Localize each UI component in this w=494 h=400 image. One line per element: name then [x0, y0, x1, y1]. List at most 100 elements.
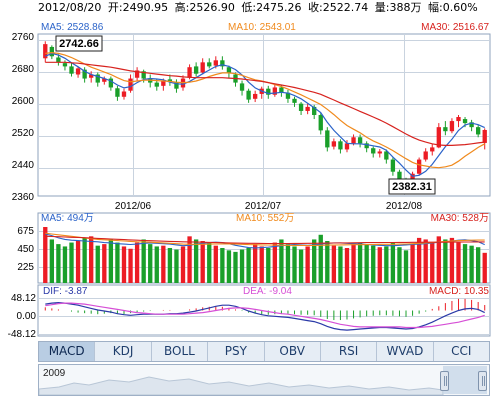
candle-body	[193, 66, 199, 74]
macd-value-legend: MACD: 10.35	[429, 286, 489, 297]
volume-bar	[134, 242, 140, 283]
close-value: 2522.74	[323, 1, 369, 14]
tab-psy[interactable]: PSY	[208, 342, 265, 361]
tab-macd[interactable]: MACD	[39, 342, 96, 361]
volume-bar	[318, 234, 323, 283]
volume-bar	[252, 244, 258, 283]
candle-body	[115, 88, 120, 97]
volume-bar	[148, 244, 153, 283]
candle-body	[239, 83, 245, 91]
tab-obv[interactable]: OBV	[265, 342, 321, 361]
candle-body	[384, 151, 389, 160]
main-ma30-line	[45, 61, 485, 146]
volume-bar	[108, 239, 114, 283]
volume-bar	[259, 246, 264, 283]
candle-body	[220, 60, 225, 67]
volume-bar	[305, 246, 310, 283]
candle-body	[200, 62, 205, 73]
candle-body	[82, 69, 87, 79]
volume-bar	[174, 249, 179, 283]
volume-bar	[371, 245, 376, 283]
volume-y-tick: 675	[17, 226, 34, 237]
volume-bar	[266, 248, 271, 283]
volume-bar	[338, 246, 343, 283]
candle-body	[430, 147, 435, 152]
tab-wvad[interactable]: WVAD	[377, 342, 434, 361]
volume-ma10-legend: MA10: 552万	[236, 213, 294, 224]
volume-bar	[351, 244, 356, 283]
volume-bar	[128, 248, 133, 283]
volume-ma30-line	[45, 235, 485, 245]
volume-bar	[102, 244, 107, 283]
volume-bar	[246, 248, 251, 283]
volume-bar	[49, 239, 55, 283]
change-label: 幅:	[428, 1, 443, 14]
main-x-label: 2012/08	[386, 201, 423, 212]
volume-ma5-line	[45, 233, 485, 249]
volume-ma30-legend: MA30: 528万	[431, 213, 489, 224]
volume-bar	[325, 241, 330, 283]
tab-cci[interactable]: CCI	[451, 344, 472, 358]
volume-bar	[357, 242, 363, 283]
main-y-tick: 2760	[12, 32, 35, 43]
open-value: 2490.95	[123, 1, 169, 14]
volume-bar	[397, 247, 402, 283]
volume-bar	[436, 236, 441, 283]
main-x-label: 2012/06	[115, 201, 152, 212]
candle-body	[62, 63, 68, 67]
volume-bar	[239, 249, 245, 283]
high-value: 2526.90	[189, 1, 235, 14]
candle-body	[161, 80, 166, 86]
volume-bar	[200, 241, 205, 283]
volume-bar	[233, 251, 238, 283]
low-label: 低:	[241, 1, 256, 14]
candle-body	[443, 127, 448, 132]
candle-body	[462, 119, 468, 124]
volume-bar	[423, 239, 428, 283]
indicator-tabs: MACD KDJ BOLL PSY OBV RSI WVAD CCI	[38, 341, 490, 362]
navigator-right-handle[interactable]	[478, 371, 487, 391]
tab-boll[interactable]: BOLL	[152, 342, 209, 361]
close-label: 收:	[308, 0, 323, 14]
volume-bar	[285, 244, 291, 283]
time-navigator[interactable]: 2009	[38, 364, 490, 396]
main-y-tick: 2520	[12, 128, 35, 139]
candle-body	[49, 46, 55, 57]
volume-bar	[89, 236, 94, 283]
candle-body	[141, 71, 146, 79]
candle-body	[292, 98, 297, 103]
candle-body	[423, 151, 428, 160]
candle-body	[338, 141, 343, 150]
volume-bar	[121, 246, 127, 283]
volume-bar	[272, 242, 278, 283]
quote-header: 2012/08/20 开:2490.95 高:2526.90 低:2475.26…	[38, 0, 478, 14]
volume-label: 量:	[375, 1, 390, 14]
macd-dif-line	[45, 301, 485, 331]
candle-body	[416, 159, 422, 174]
volume-bar	[167, 248, 173, 283]
tab-rsi[interactable]: RSI	[321, 342, 378, 361]
volume-bar	[344, 248, 350, 283]
volume-ma5-legend: MA5: 494万	[41, 213, 94, 224]
candle-body	[128, 78, 133, 91]
candle-body	[121, 91, 127, 97]
min-price-value: 2382.31	[392, 181, 432, 193]
volume-bar	[154, 246, 159, 283]
main-ma5-line	[45, 52, 485, 177]
volume-y-tick: 225	[17, 262, 34, 273]
tab-kdj[interactable]: KDJ	[95, 342, 152, 361]
volume-bar	[430, 242, 435, 283]
volume-bar	[449, 237, 455, 283]
candle-body	[351, 137, 356, 144]
main-y-tick: 2600	[12, 96, 35, 107]
volume-bar	[377, 247, 382, 283]
volume-bar	[410, 244, 415, 283]
volume-value: 388万	[390, 1, 422, 14]
candle-body	[377, 151, 382, 154]
candle-body	[482, 129, 487, 143]
candle-body	[357, 137, 363, 144]
candle-body	[89, 74, 94, 78]
candle-body	[390, 159, 396, 172]
navigator-left-handle[interactable]	[440, 371, 449, 391]
